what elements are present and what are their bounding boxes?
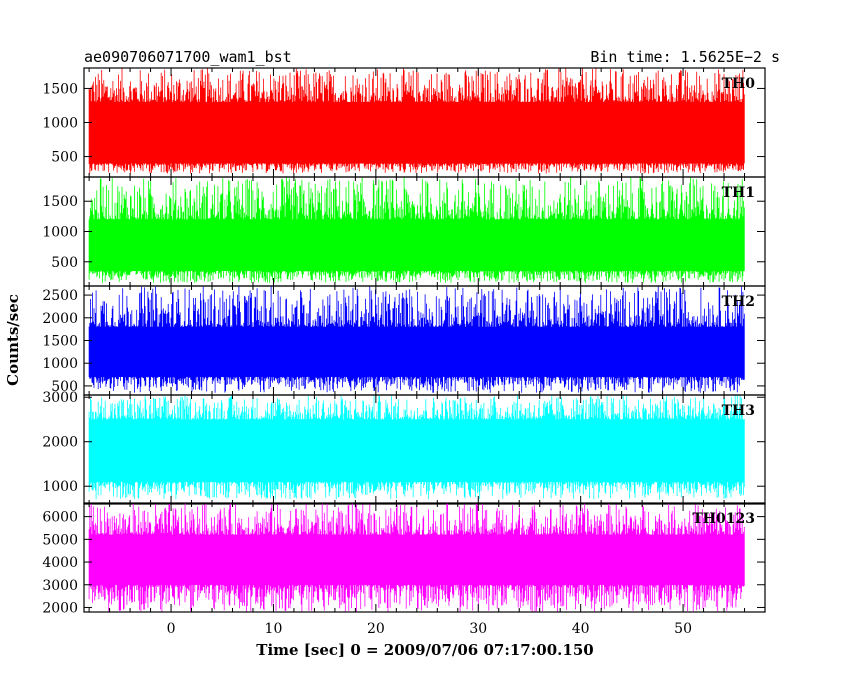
x-tick-label: 50	[674, 621, 692, 637]
x-tick-label: 20	[367, 621, 385, 637]
series-th0	[88, 68, 745, 174]
series-line	[88, 68, 745, 174]
panel-th0123: 2000 3000 4000 5000 6000 TH0123	[42, 502, 766, 616]
y-tick-label: 2000	[42, 600, 78, 616]
y-tick-label: 2500	[42, 288, 78, 304]
y-tick-label: 3000	[42, 578, 78, 594]
series-th1	[88, 177, 745, 283]
y-tick-label: 500	[51, 150, 78, 166]
series-line	[88, 503, 745, 612]
panel-th1: 500 1000 1500 TH1	[42, 176, 766, 287]
panel-frame	[83, 502, 766, 613]
x-axis-label: Time [sec] 0 = 2009/07/06 07:17:00.150	[256, 641, 593, 659]
y-tick-label: 1000	[42, 225, 78, 241]
y-tick-label: 6000	[42, 510, 78, 526]
panel-th2: 500 1000 1500 2000 2500 TH2	[42, 285, 766, 396]
y-tick-label: 1000	[42, 479, 78, 495]
x-tick-label: 30	[469, 621, 487, 637]
y-tick-label: 1000	[42, 116, 78, 132]
y-tick-label: 1500	[42, 81, 78, 97]
x-axis: 0 10 20 30 40 50	[167, 621, 692, 637]
series-th3	[88, 395, 745, 500]
panel-label: TH1	[722, 185, 755, 201]
y-tick-label: 1000	[42, 356, 78, 372]
y-tick-label: 500	[51, 379, 78, 395]
panel-label: TH3	[722, 403, 755, 419]
y-tick-label: 3000	[42, 390, 78, 406]
y-tick-label: 1500	[42, 334, 78, 350]
series-line	[88, 177, 745, 283]
y-tick-label: 5000	[42, 532, 78, 548]
x-tick-label: 0	[167, 621, 176, 637]
y-axis-label: Counts/sec	[4, 294, 22, 386]
x-tick-label: 10	[265, 621, 283, 637]
panel-th0: 500 1000 1500 TH0	[42, 67, 766, 178]
chart-title: ae090706071700_wam1_bst	[84, 48, 292, 66]
panel-label: TH0	[722, 76, 756, 92]
series-th0123	[88, 503, 745, 612]
panel-label: TH0123	[692, 511, 755, 527]
panels-group: 500 1000 1500 TH0 500 1000 1500 TH1 500 1000 1500 2…	[42, 67, 766, 616]
panel-frame	[83, 394, 766, 505]
y-tick-label: 2000	[42, 435, 78, 451]
y-tick-label: 4000	[42, 555, 78, 571]
series-th2	[88, 286, 745, 393]
x-tick-label: 40	[572, 621, 590, 637]
y-tick-label: 2000	[42, 311, 78, 327]
series-line	[88, 286, 745, 393]
y-tick-label: 1500	[42, 194, 78, 210]
panel-th3: 1000 2000 3000 TH3	[42, 390, 766, 505]
panel-label: TH2	[722, 294, 755, 310]
series-line	[88, 395, 745, 500]
bin-time-label: Bin time: 1.5625E−2 s	[590, 48, 780, 66]
y-tick-label: 500	[51, 255, 78, 271]
